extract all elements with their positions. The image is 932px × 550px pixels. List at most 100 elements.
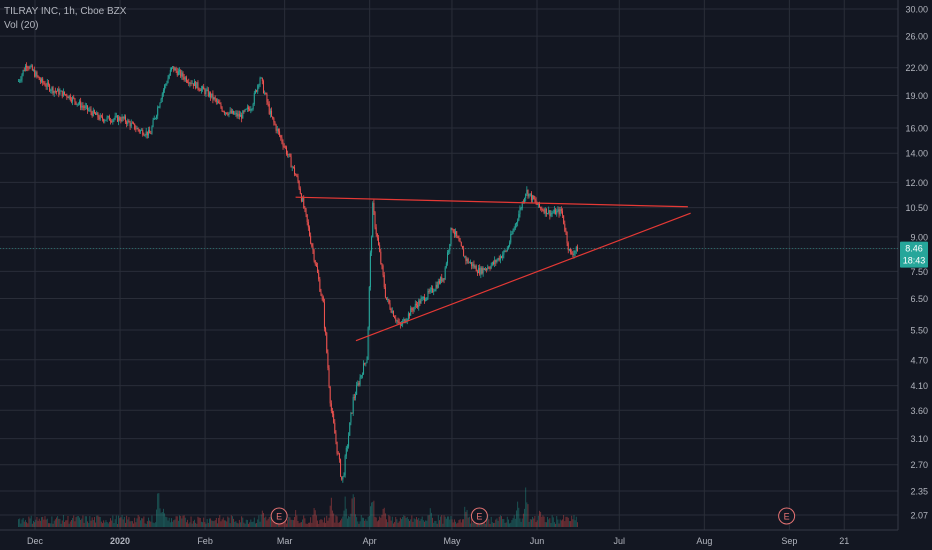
volume-bar (114, 519, 116, 527)
candle-body (426, 297, 428, 300)
volume-bar (451, 519, 453, 527)
volume-bar (141, 518, 143, 527)
candle-body (259, 78, 261, 85)
candle-body (78, 101, 80, 104)
candle-body (488, 267, 490, 269)
volume-bar (260, 514, 262, 527)
volume-bar (250, 519, 252, 527)
candle-body (52, 87, 54, 94)
candle-body (331, 411, 333, 414)
price-axis-tick: 2.35 (910, 486, 928, 496)
volume-bar (165, 516, 167, 527)
volume-bar (318, 523, 320, 527)
volume-bar (80, 519, 82, 527)
candle-body (525, 193, 527, 199)
volume-bar (467, 517, 469, 527)
earnings-marker[interactable]: E (470, 507, 488, 525)
volume-bar (47, 523, 49, 527)
volume-bar (138, 516, 140, 527)
candle-body (311, 243, 313, 247)
last-price-value: 8.46 (905, 244, 923, 254)
candle-body (453, 232, 455, 235)
volume-bar (38, 518, 40, 527)
volume-bar (375, 517, 377, 527)
candle-body (352, 397, 354, 414)
volume-bar (317, 520, 318, 527)
candle-body (561, 211, 563, 216)
volume-bar (409, 520, 410, 527)
volume-bar (372, 501, 374, 527)
candle-body (542, 210, 544, 212)
candle-body (133, 122, 135, 124)
price-axis-tick: 14.00 (905, 149, 928, 159)
candle-body (395, 318, 397, 321)
volume-bar (294, 517, 295, 527)
candle-body (566, 232, 568, 244)
volume-bar (425, 520, 427, 527)
candle-body (167, 78, 169, 84)
volume-bar (22, 517, 24, 527)
candle-body (458, 238, 460, 242)
volume-bar (20, 523, 22, 527)
volume-bar (366, 520, 368, 527)
candle-body (361, 374, 363, 376)
candle-body (461, 246, 463, 250)
candle-body (285, 147, 287, 155)
candle-body (338, 453, 340, 460)
candle-body (430, 287, 432, 290)
candle-body (318, 272, 320, 280)
volume-bar (407, 519, 409, 527)
volume-bar (283, 522, 285, 527)
candle-body (445, 263, 447, 268)
candle-body (381, 263, 383, 266)
candle-body (233, 110, 235, 115)
volume-bar (173, 520, 175, 527)
volume-bar (139, 520, 141, 527)
candle-body (414, 303, 416, 307)
candle-body (62, 91, 64, 97)
candle-body (137, 127, 139, 130)
candle-body (26, 65, 28, 68)
volume-bar (305, 523, 307, 527)
volume-bar (194, 519, 195, 527)
volume-bar (93, 516, 95, 527)
volume-bar (85, 516, 87, 527)
symbol-title[interactable]: TILRAY INC, 1h, Cboe BZX (4, 6, 127, 17)
price-axis-tick: 2.70 (910, 460, 928, 470)
volume-bar (443, 515, 445, 527)
candle-body (246, 107, 248, 109)
earnings-marker[interactable]: E (778, 507, 796, 525)
candle-body (291, 166, 293, 168)
volume-bar (548, 519, 550, 527)
volume-bar (535, 522, 537, 527)
earnings-marker[interactable]: E (270, 507, 288, 525)
candle-body (317, 266, 319, 273)
candle-body (61, 90, 63, 97)
candle-body (524, 198, 526, 203)
volume-bar (272, 516, 274, 527)
volume-bar (568, 521, 570, 527)
volume-bar (575, 516, 577, 527)
price-axis-tick: 12.00 (905, 178, 928, 188)
volume-bar (379, 516, 381, 527)
volume-bar (428, 515, 430, 527)
volume-bar (231, 516, 233, 527)
volume-bar (144, 523, 146, 527)
candle-body (150, 133, 152, 135)
volume-bar (83, 522, 85, 527)
candle-body (124, 116, 126, 122)
volume-bar (484, 523, 486, 527)
volume-bar (495, 519, 497, 527)
volume-bar (269, 516, 271, 527)
volume-bar (291, 519, 293, 527)
candle-body (135, 128, 137, 130)
volume-bar (28, 516, 30, 527)
price-axis-tick: 3.10 (910, 434, 928, 444)
candle-body (210, 92, 212, 98)
volume-indicator-label[interactable]: Vol (20) (4, 20, 39, 31)
candle-body (376, 233, 378, 238)
candle-body (288, 153, 290, 155)
volume-bar (167, 520, 169, 527)
volume-bar (325, 522, 327, 527)
